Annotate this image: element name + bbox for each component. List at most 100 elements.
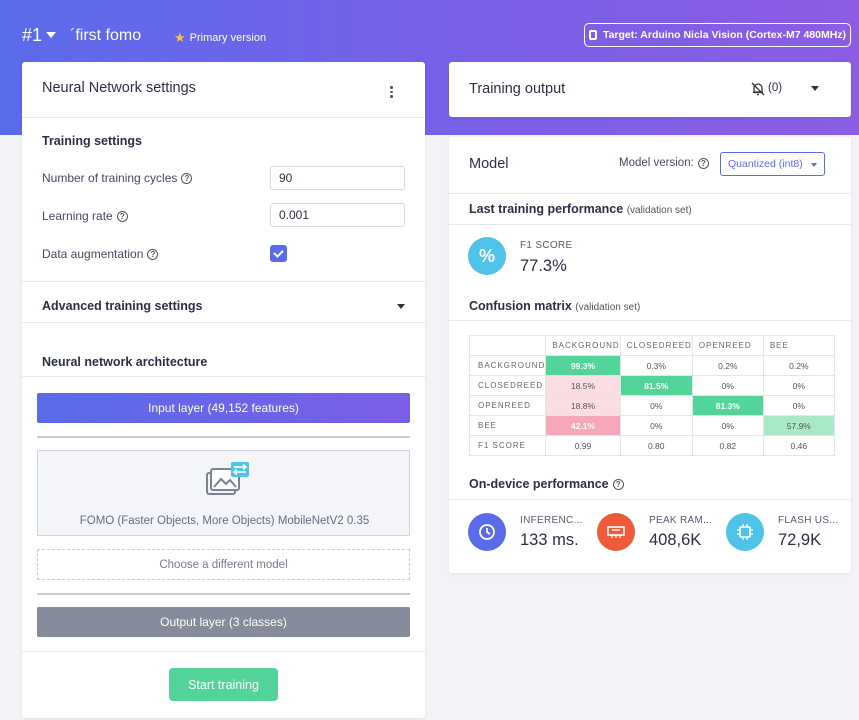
matrix-cell: 0% — [691, 415, 764, 436]
matrix-cell: 57.9% — [762, 415, 835, 436]
cycles-label: Number of training cycles ? — [42, 171, 193, 185]
divider — [449, 499, 851, 500]
f1-value: 77.3% — [520, 257, 567, 275]
flash-value: 72,9K — [778, 531, 822, 549]
choose-model-button[interactable]: Choose a different model — [37, 549, 410, 580]
lr-label: Learning rate ? — [42, 209, 128, 223]
cycles-input[interactable] — [270, 166, 405, 190]
target-device-button[interactable]: Target: Arduino Nicla Vision (Cortex-M7 … — [584, 23, 851, 47]
divider — [449, 320, 851, 321]
matrix-cell: 0% — [619, 395, 693, 416]
row-header: OPENREED — [468, 395, 547, 416]
inference-value: 133 ms. — [520, 531, 579, 549]
lr-label-text: Learning rate — [42, 209, 113, 223]
divider — [22, 117, 425, 118]
divider — [22, 376, 425, 377]
chevron-down-icon[interactable] — [397, 304, 405, 309]
bell-off-icon[interactable] — [751, 82, 765, 96]
column-header: BACKGROUND — [545, 335, 621, 356]
model-card: Model Model version: ? Quantized (int8) … — [449, 137, 851, 573]
percent-icon: % — [468, 237, 506, 275]
advanced-settings-toggle[interactable]: Advanced training settings — [42, 299, 203, 313]
flash-label: FLASH US... — [778, 515, 839, 526]
ondevice-title: On-device performance — [469, 477, 609, 491]
top-bar: #1 ´first fomo ★ Primary version Target:… — [0, 0, 859, 70]
training-output-title: Training output — [469, 81, 566, 97]
training-output-card: Training output (0) — [449, 62, 851, 117]
matrix-cell: 0% — [691, 375, 764, 396]
model-block[interactable]: FOMO (Faster Objects, More Objects) Mobi… — [37, 450, 410, 536]
memory-icon — [597, 513, 635, 551]
table-row: BEE 42.1% 0% 0% 57.9% — [468, 415, 835, 436]
chevron-down-icon[interactable] — [46, 32, 56, 38]
table-header-row: BACKGROUND CLOSEDREED OPENREED BEE — [468, 335, 835, 356]
help-icon[interactable]: ? — [612, 478, 624, 490]
notification-count: (0) — [768, 82, 783, 94]
f1-cell: 0.80 — [619, 435, 693, 456]
matrix-cell: 0.2% — [691, 355, 764, 376]
clock-icon — [468, 513, 506, 551]
f1-cell: 0.46 — [762, 435, 835, 456]
training-settings-heading: Training settings — [42, 134, 143, 148]
f1-cell: 0.99 — [545, 435, 621, 456]
model-version-select[interactable]: Quantized (int8) — [720, 152, 825, 176]
nn-settings-card: Neural Network settings Training setting… — [22, 62, 425, 718]
last-performance-sub: (validation set) — [626, 205, 692, 216]
help-icon[interactable]: ? — [147, 248, 159, 260]
matrix-cell: 0.2% — [762, 355, 835, 376]
table-corner — [468, 335, 547, 356]
augmentation-label: Data augmentation ? — [42, 247, 159, 261]
output-layer-block[interactable]: Output layer (3 classes) — [37, 607, 410, 637]
model-title: Model — [469, 156, 509, 172]
augmentation-checkbox[interactable] — [270, 245, 287, 262]
chip-icon — [726, 513, 764, 551]
column-header: CLOSEDREED — [619, 335, 693, 356]
confusion-matrix-title: Confusion matrix — [469, 299, 572, 313]
learning-rate-input[interactable] — [270, 203, 405, 227]
chevron-down-icon[interactable] — [811, 86, 819, 91]
layer-separator — [37, 436, 410, 438]
row-header: F1 SCORE — [468, 435, 547, 456]
start-training-button[interactable]: Start training — [169, 668, 278, 701]
inference-label: INFERENC... — [520, 515, 583, 526]
help-icon[interactable]: ? — [181, 172, 193, 184]
confusion-matrix-heading: Confusion matrix (validation set) — [469, 299, 640, 313]
model-version-text: Model version: — [619, 157, 694, 169]
ram-label: PEAK RAM... — [649, 515, 713, 526]
matrix-cell: 42.1% — [545, 415, 621, 436]
table-row: OPENREED 18.8% 0% 81.3% 0% — [468, 395, 835, 416]
row-header: BEE — [468, 415, 547, 436]
more-options-icon[interactable] — [390, 86, 393, 100]
help-icon[interactable]: ? — [697, 157, 709, 169]
f1-label: F1 SCORE — [520, 240, 573, 251]
matrix-cell: 81.5% — [619, 375, 693, 396]
divider — [22, 281, 425, 282]
project-name[interactable]: ´first fomo — [70, 27, 142, 44]
input-layer-block[interactable]: Input layer (49,152 features) — [37, 393, 410, 423]
matrix-cell: 0% — [762, 375, 835, 396]
confusion-matrix-table: BACKGROUND CLOSEDREED OPENREED BEE BACKG… — [468, 335, 835, 456]
row-header: CLOSEDREED — [468, 375, 547, 396]
divider — [449, 193, 851, 194]
f1-cell: 0.82 — [691, 435, 764, 456]
confusion-matrix-sub: (validation set) — [575, 302, 641, 313]
matrix-cell: 0.3% — [619, 355, 693, 376]
matrix-cell: 99.3% — [545, 355, 621, 376]
primary-version-badge: ★ Primary version — [174, 30, 266, 46]
ondevice-heading: On-device performance ? — [469, 477, 624, 491]
model-version-label: Model version: ? — [619, 157, 709, 169]
table-row: CLOSEDREED 18.5% 81.5% 0% 0% — [468, 375, 835, 396]
last-performance-heading: Last training performance (validation se… — [469, 202, 692, 216]
augmentation-label-text: Data augmentation — [42, 247, 144, 261]
chip-icon — [588, 30, 597, 40]
row-header: BACKGROUND — [468, 355, 547, 376]
help-icon[interactable]: ? — [116, 210, 128, 222]
matrix-cell: 81.3% — [691, 395, 764, 416]
model-name: FOMO (Faster Objects, More Objects) Mobi… — [79, 515, 370, 527]
matrix-cell: 18.8% — [545, 395, 621, 416]
ram-value: 408,6K — [649, 531, 702, 549]
architecture-heading: Neural network architecture — [42, 355, 208, 369]
nn-settings-title: Neural Network settings — [42, 80, 196, 96]
project-number[interactable]: #1 — [22, 25, 43, 45]
column-header: BEE — [762, 335, 835, 356]
